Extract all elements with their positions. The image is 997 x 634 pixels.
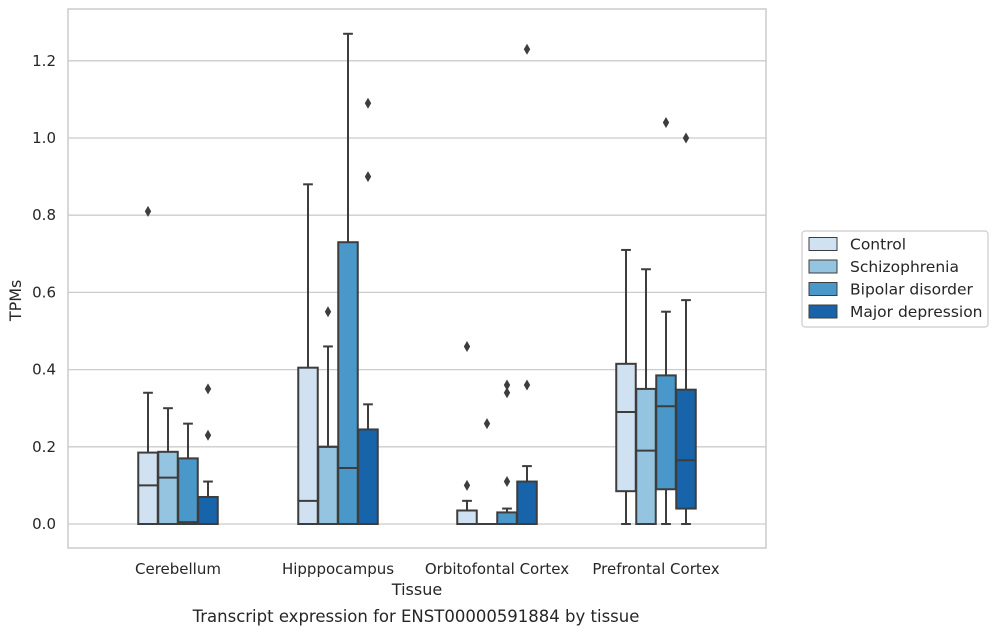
legend-swatch	[808, 304, 838, 319]
chart-caption: Transcript expression for ENST0000059188…	[192, 607, 640, 626]
outlier-marker	[463, 340, 471, 352]
x-tick-label: Prefrontal Cortex	[592, 560, 719, 578]
y-tick-label: 1.0	[32, 129, 56, 147]
y-axis-label: TPMs	[6, 280, 25, 323]
box	[456, 509, 478, 525]
x-axis-label: Tissue	[391, 580, 442, 599]
box-series	[137, 32, 697, 526]
box	[317, 445, 339, 525]
box	[177, 457, 199, 526]
outlier-marker	[503, 476, 511, 488]
y-tick-label: 0.2	[32, 438, 56, 456]
series-schizophrenia	[157, 268, 657, 525]
x-tick-labels: Cerebellum Hipppocampus Orbitofontal Corte…	[135, 560, 720, 578]
outlier-marker	[503, 387, 511, 399]
legend-label: Schizophrenia	[850, 258, 959, 276]
x-tick-label: Cerebellum	[135, 560, 221, 578]
box	[655, 374, 677, 491]
box	[675, 388, 697, 510]
y-tick-label: 0.0	[32, 515, 56, 533]
gridlines	[68, 60, 766, 525]
legend-swatch	[808, 282, 838, 296]
outlier-marker	[662, 117, 670, 129]
outlier-marker	[364, 171, 372, 183]
legend: Control Schizophrenia Bipolar disorder Majo…	[801, 230, 989, 328]
box	[197, 495, 219, 526]
box	[516, 480, 538, 526]
outlier-marker	[523, 43, 531, 55]
series-major-depression	[197, 43, 697, 526]
series-bipolar-disorder	[177, 32, 677, 526]
legend-swatch	[808, 259, 838, 274]
y-tick-label: 0.4	[32, 361, 56, 379]
box	[337, 241, 359, 525]
outlier-marker	[463, 479, 471, 491]
y-tick-label: 1.2	[32, 52, 56, 70]
x-tick-label: Hipppocampus	[282, 560, 394, 578]
outlier-marker	[204, 429, 212, 441]
legend-frame	[801, 230, 989, 328]
y-tick-label: 0.6	[32, 283, 56, 301]
outlier-marker	[364, 97, 372, 109]
x-tick-label: Orbitofontal Cortex	[425, 560, 569, 578]
box	[635, 387, 657, 525]
outlier-marker	[523, 379, 531, 391]
y-tick-labels: 0.0 0.2 0.4 0.6 0.8 1.0 1.2	[32, 52, 56, 533]
box	[357, 428, 379, 525]
box	[615, 362, 637, 493]
outlier-marker	[204, 383, 212, 395]
outlier-marker	[483, 418, 491, 430]
box	[137, 451, 159, 525]
y-tick-label: 0.8	[32, 206, 56, 224]
outlier-marker	[503, 379, 511, 391]
legend-label: Major depression	[850, 303, 983, 321]
series-control	[137, 183, 637, 526]
outlier-marker	[682, 132, 690, 144]
legend-label: Control	[850, 236, 906, 254]
plot-frame	[67, 8, 767, 549]
box	[496, 511, 518, 525]
box	[157, 450, 179, 525]
legend-swatch	[808, 237, 838, 251]
outlier-marker	[324, 306, 332, 318]
outlier-marker	[144, 205, 152, 217]
legend-label: Bipolar disorder	[850, 281, 974, 299]
